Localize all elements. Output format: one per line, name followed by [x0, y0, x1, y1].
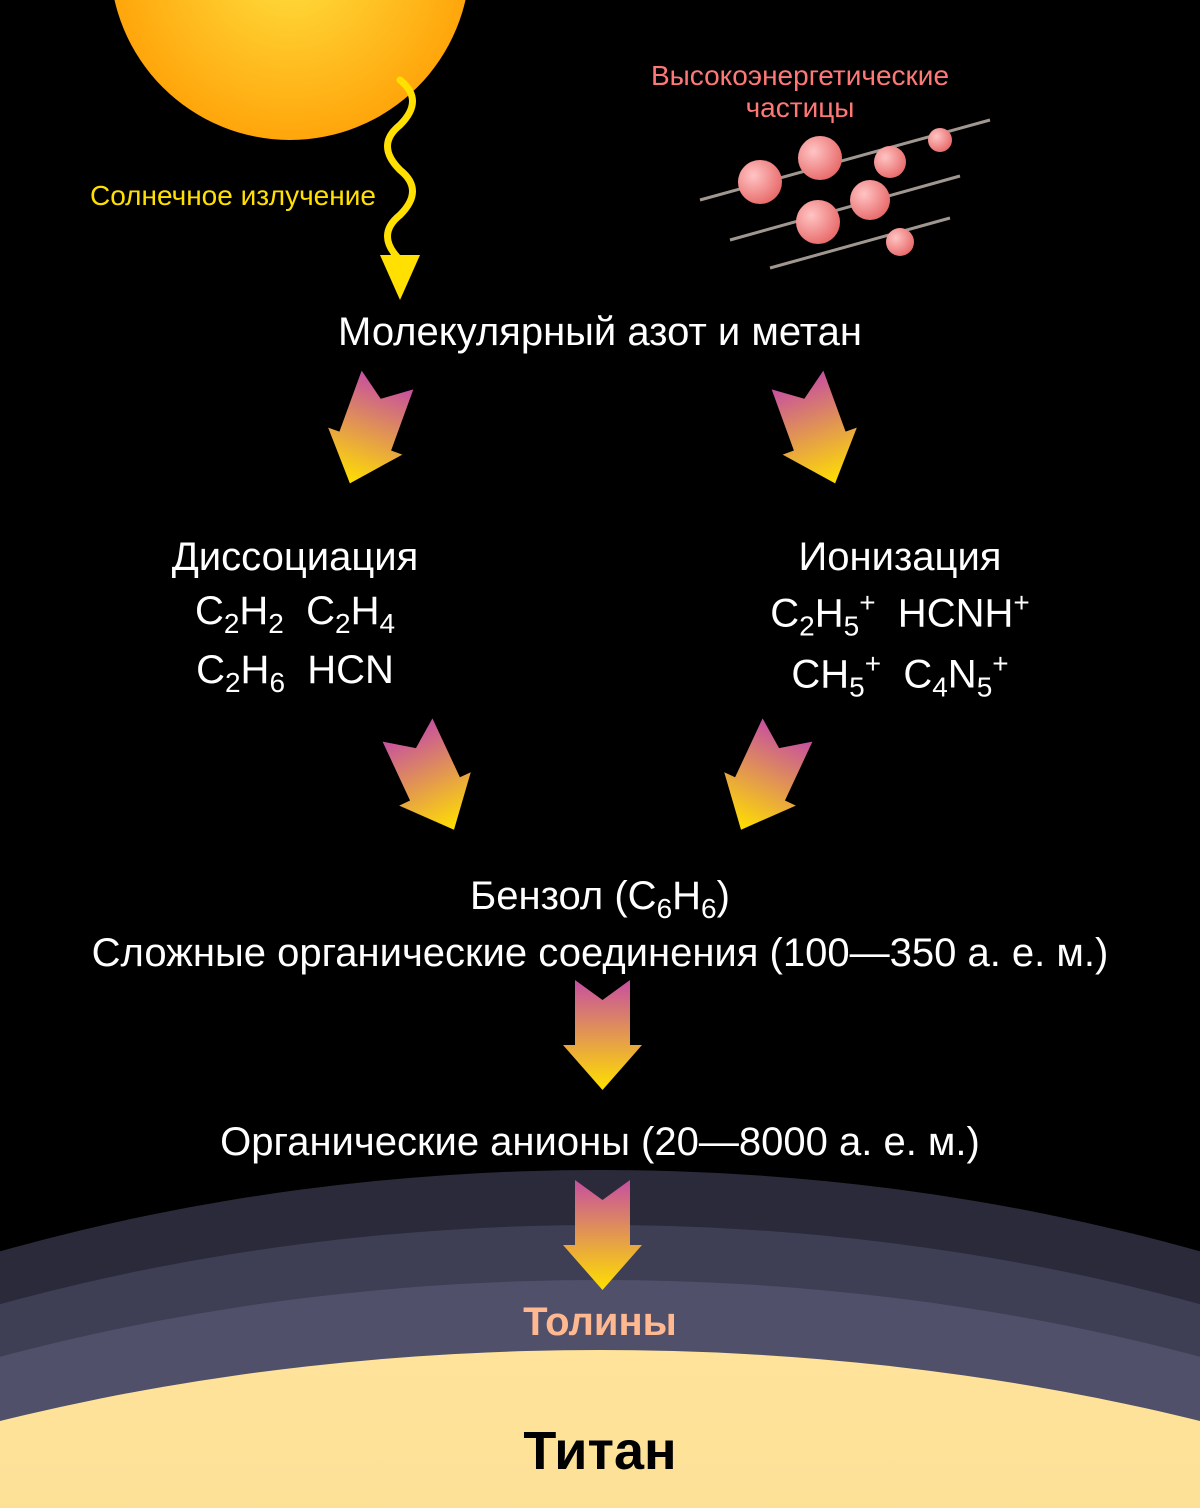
- solar-radiation-arrowhead: [380, 255, 420, 300]
- ionization-title: Ионизация: [720, 530, 1080, 584]
- tholins-label: Толины: [0, 1300, 1200, 1345]
- benzene-line2: Сложные органические соединения (100—350…: [0, 927, 1200, 979]
- titan-label: Титан: [0, 1420, 1200, 1482]
- dissociation-formulas-2: C2H6 HCN: [130, 643, 460, 702]
- particles-label-line2: частицы: [600, 92, 1000, 124]
- ionization-formulas-1: C2H5+ HCNH+: [720, 584, 1080, 645]
- particles-label-line1: Высокоэнергетические: [600, 60, 1000, 92]
- ionization-block: Ионизация C2H5+ HCNH+ CH5+ C4N5+: [720, 530, 1080, 706]
- level1-label: Молекулярный азот и метан: [0, 310, 1200, 355]
- particle-spheres: [738, 128, 952, 256]
- dissociation-formulas-1: C2H2 C2H4: [130, 584, 460, 643]
- ionization-formulas-2: CH5+ C4N5+: [720, 645, 1080, 706]
- background-svg: [0, 0, 1200, 1508]
- dissociation-title: Диссоциация: [130, 530, 460, 584]
- solar-radiation-label: Солнечное излучение: [90, 180, 376, 212]
- organic-anions-label: Органические анионы (20—8000 а. е. м.): [0, 1120, 1200, 1165]
- benzene-line1: Бензол (C6H6): [0, 870, 1200, 927]
- sun: [110, 0, 470, 140]
- benzene-block: Бензол (C6H6) Сложные органические соеди…: [0, 870, 1200, 979]
- dissociation-block: Диссоциация C2H2 C2H4 C2H6 HCN: [130, 530, 460, 702]
- high-energy-particles-label: Высокоэнергетические частицы: [600, 60, 1000, 124]
